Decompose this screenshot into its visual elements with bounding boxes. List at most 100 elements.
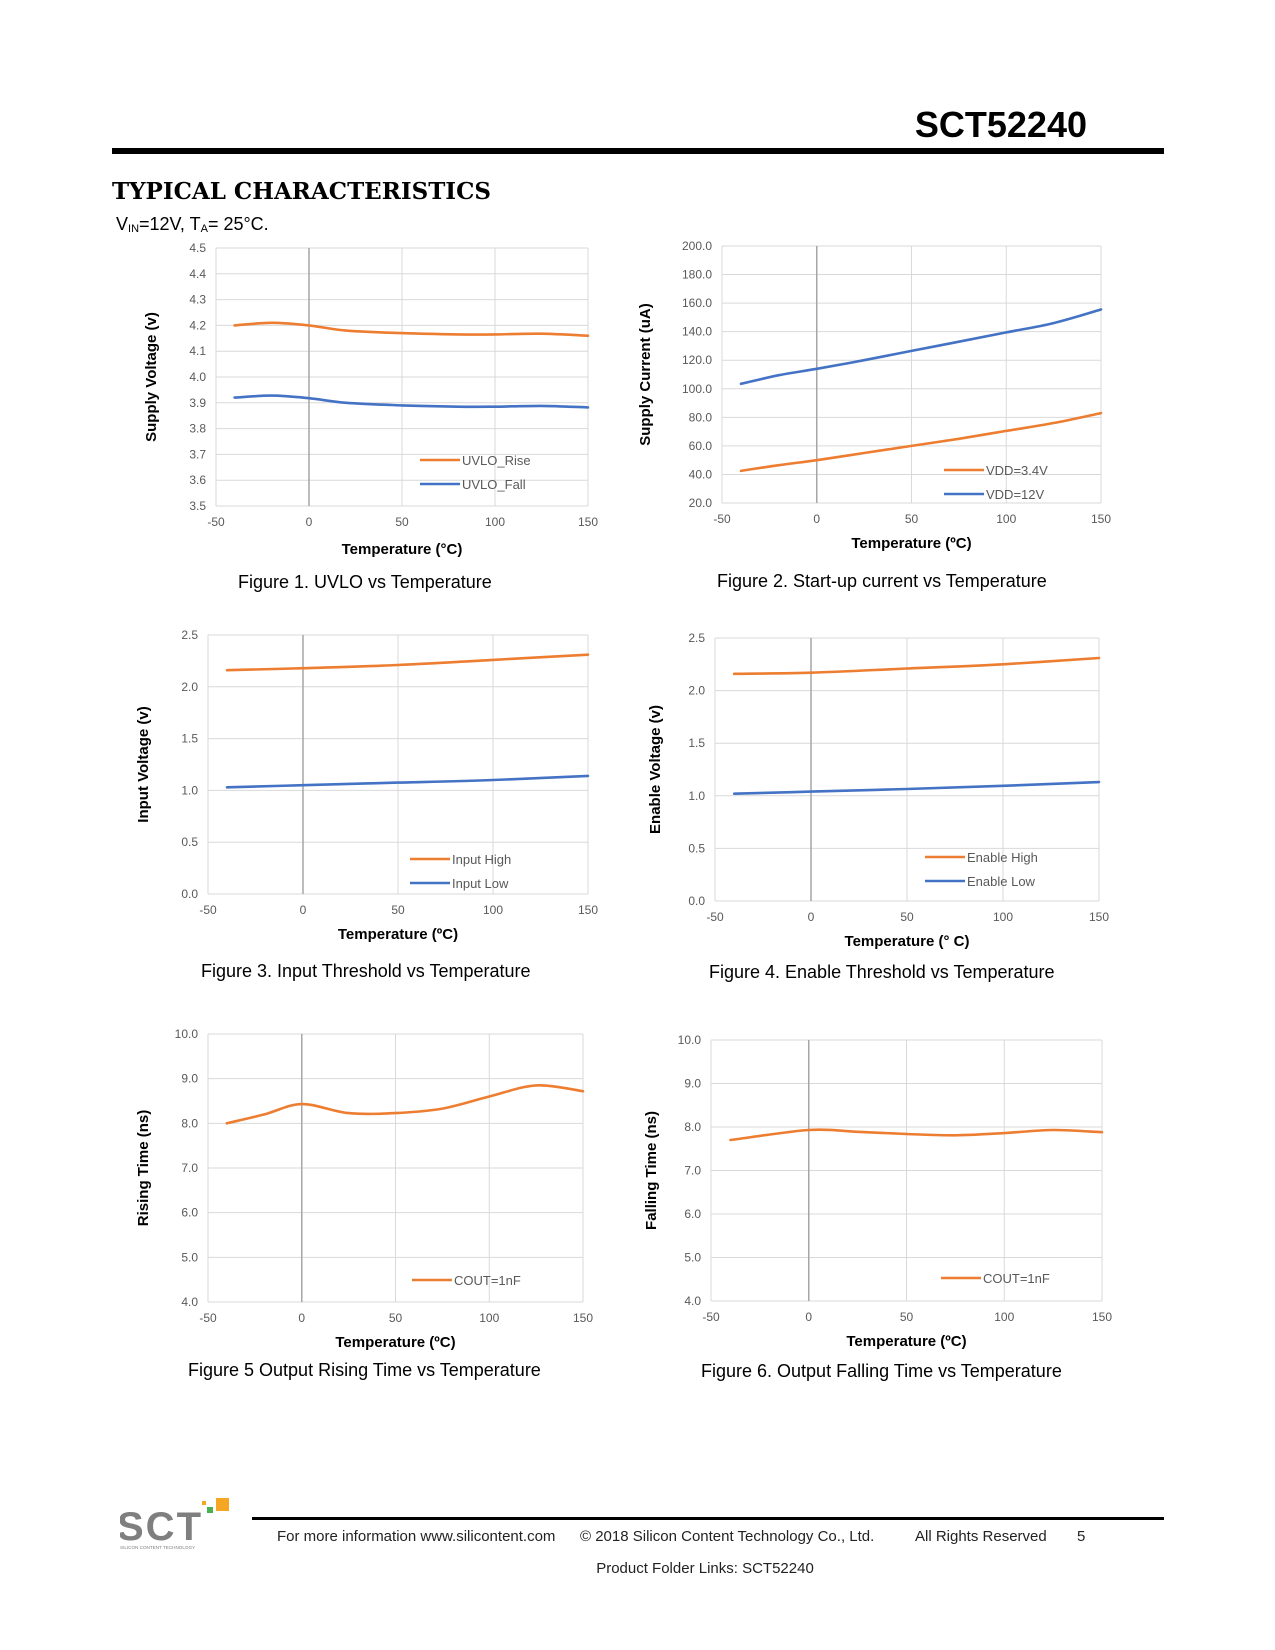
chart-input-threshold-svg: 0.0 0.5 1.0 1.5 2.0 2.5 -50 0 50 100 150 Input High… <box>135 628 598 943</box>
x-tick-label: 100 <box>479 1311 499 1325</box>
y-tick-label: 2.5 <box>688 631 705 645</box>
y-tick-label: 3.9 <box>189 396 206 410</box>
y-tick-label: 60.0 <box>689 439 713 453</box>
series-line <box>233 394 590 409</box>
figure-caption-4: Figure 4. Enable Threshold vs Temperatur… <box>709 962 1055 982</box>
x-tick-label: 50 <box>900 910 914 924</box>
y-tick-label: 0.0 <box>181 887 198 901</box>
x-tick-label: 0 <box>808 910 815 924</box>
y-axis-title: Input Voltage (v) <box>135 706 152 822</box>
x-tick-label: 0 <box>298 1311 305 1325</box>
y-axis-title: Supply Voltage (v) <box>143 312 160 442</box>
figure-caption-3: Figure 3. Input Threshold vs Temperature <box>201 961 531 981</box>
legend-label: COUT=1nF <box>454 1273 521 1288</box>
y-tick-label: 140.0 <box>682 325 712 339</box>
y-tick-label: 100.0 <box>682 382 712 396</box>
series-line <box>739 411 1103 473</box>
y-tick-label: 1.5 <box>181 732 198 746</box>
x-tick-label: 0 <box>805 1310 812 1324</box>
legend-label: Input Low <box>452 876 509 891</box>
y-tick-label: 3.6 <box>189 473 206 487</box>
y-tick-label: 10.0 <box>678 1033 702 1047</box>
x-tick-label: 0 <box>813 512 820 526</box>
y-tick-label: 4.0 <box>684 1294 701 1308</box>
ta-symbol: T <box>189 214 201 234</box>
chart-rising-time: 4.0 5.0 6.0 7.0 8.0 9.0 10.0 -50 0 50 100 150 COUT=1… <box>130 1024 620 1369</box>
x-axis-title: Temperature (° C) <box>845 933 970 950</box>
y-tick-label: 160.0 <box>682 296 712 310</box>
x-tick-label: 100 <box>485 515 505 529</box>
y-tick-label: 4.4 <box>189 267 206 281</box>
y-tick-label: 6.0 <box>684 1207 701 1221</box>
legend-label: UVLO_Fall <box>462 477 526 492</box>
x-tick-label: -50 <box>199 903 217 917</box>
logo-square-orange <box>216 1498 229 1511</box>
x-tick-label: 150 <box>1092 1310 1112 1324</box>
x-tick-label: 150 <box>578 515 598 529</box>
y-tick-label: 3.7 <box>189 447 206 461</box>
ta-subscript: A <box>200 223 208 235</box>
y-tick-label: 2.0 <box>688 684 705 698</box>
y-tick-label: 0.0 <box>688 894 705 908</box>
series-line <box>732 656 1101 676</box>
x-tick-label: 50 <box>905 512 919 526</box>
x-tick-label: 150 <box>1089 910 1109 924</box>
chart-falling-time-svg: 4.0 5.0 6.0 7.0 8.0 9.0 10.0 -50 0 50 100 150 COUT=1… <box>643 1033 1112 1350</box>
x-tick-label: 100 <box>993 910 1013 924</box>
figure-caption-5: Figure 5 Output Rising Time vs Temperatu… <box>188 1360 541 1380</box>
y-tick-label: 3.8 <box>189 422 206 436</box>
figure-caption-6: Figure 6. Output Falling Time vs Tempera… <box>701 1361 1062 1381</box>
chart-uvlo-svg: 3.5 3.6 3.7 3.8 3.9 4.0 4.1 4.2 4.3 4.4 4.5 -50 0 50 1… <box>143 241 598 558</box>
vin-subscript: IN <box>128 223 140 235</box>
series-line <box>729 1128 1104 1142</box>
legend-label: VDD=12V <box>986 487 1044 502</box>
ta-value: = 25°C. <box>207 214 269 234</box>
y-tick-label: 4.2 <box>189 318 206 332</box>
x-tick-label: 50 <box>900 1310 914 1324</box>
x-axis-title: Temperature (ºC) <box>846 1333 966 1350</box>
chart-startup-current-svg: 20.0 40.0 60.0 80.0 100.0 120.0 140.0 160.0 180.… <box>637 239 1111 552</box>
y-tick-label: 2.0 <box>181 680 198 694</box>
y-tick-label: 180.0 <box>682 268 712 282</box>
y-tick-label: 4.5 <box>189 241 206 255</box>
y-tick-label: 8.0 <box>181 1116 198 1130</box>
y-tick-label: 7.0 <box>684 1164 701 1178</box>
legend-label: COUT=1nF <box>983 1271 1050 1286</box>
legend-label: Enable Low <box>967 874 1036 889</box>
section-title: TYPICAL CHARACTERISTICS <box>112 178 491 205</box>
footer-info: For more information www.silicontent.com <box>277 1528 556 1545</box>
y-tick-label: 9.0 <box>684 1077 701 1091</box>
part-number: SCT52240 <box>914 104 1087 145</box>
chart-falling-time: 4.0 5.0 6.0 7.0 8.0 9.0 10.0 -50 0 50 100 150 COUT=1… <box>640 1030 1130 1365</box>
footer-folder-links: Product Folder Links: SCT52240 <box>596 1560 814 1577</box>
chart-startup-current: 20.0 40.0 60.0 80.0 100.0 120.0 140.0 160.0 180.… <box>637 236 1130 571</box>
y-tick-label: 120.0 <box>682 353 712 367</box>
y-tick-label: 4.1 <box>189 344 206 358</box>
y-axis-title: Supply Current (uA) <box>637 303 654 446</box>
y-tick-label: 5.0 <box>181 1250 198 1264</box>
series-line <box>225 774 590 789</box>
y-tick-label: 5.0 <box>684 1251 701 1265</box>
legend-label: UVLO_Rise <box>462 453 531 468</box>
chart-uvlo: 3.5 3.6 3.7 3.8 3.9 4.0 4.1 4.2 4.3 4.4 4.5 -50 0 50 1… <box>130 238 620 573</box>
x-tick-label: 150 <box>578 903 598 917</box>
y-axis-title: Falling Time (ns) <box>643 1111 660 1230</box>
y-axis-title: Rising Time (ns) <box>135 1110 152 1226</box>
legend-label: Enable High <box>967 850 1038 865</box>
chart-enable-threshold-svg: 0.0 0.5 1.0 1.5 2.0 2.5 -50 0 50 100 150 Enable Hig… <box>647 631 1109 950</box>
y-tick-label: 1.5 <box>688 736 705 750</box>
x-tick-label: -50 <box>199 1311 217 1325</box>
x-axis-title: Temperature (ºC) <box>851 535 971 552</box>
series-line <box>225 653 590 672</box>
x-tick-label: 0 <box>306 515 313 529</box>
logo-square-dot <box>202 1501 206 1505</box>
y-tick-label: 4.3 <box>189 293 206 307</box>
logo-text: SCT <box>120 1505 203 1549</box>
y-tick-label: 3.5 <box>189 499 206 513</box>
x-tick-label: -50 <box>207 515 225 529</box>
series-line <box>233 321 590 337</box>
x-axis-title: Temperature (°C) <box>342 541 463 558</box>
y-tick-label: 1.0 <box>181 783 198 797</box>
header-rule <box>112 148 1164 154</box>
x-axis-title: Temperature (ºC) <box>338 926 458 943</box>
